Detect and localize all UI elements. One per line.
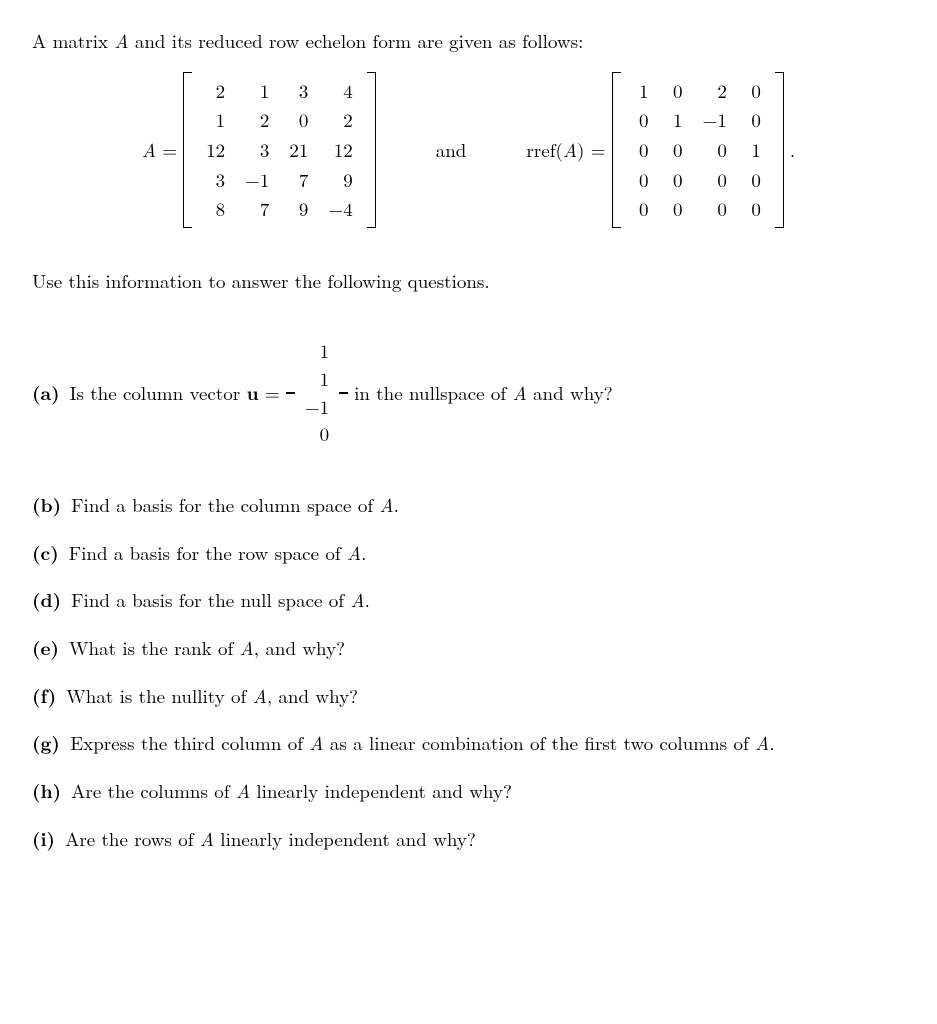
matrix-cell: 4 — [318, 76, 362, 106]
and-word: and — [436, 137, 467, 163]
matrix-cell: 1 — [625, 76, 659, 106]
intro-text: A matrix A and its reduced row echelon f… — [32, 28, 905, 54]
matrix-cell: 2 — [196, 76, 235, 106]
matrix-cell: 0 — [659, 194, 693, 224]
matrix-cell: 0 — [625, 165, 659, 195]
matrix-cell: 1 — [235, 76, 279, 106]
matrix-A-block: A = 2134120212321123−179879−4 — [142, 72, 376, 228]
question-a: (a) Is the column vector u = 11−10 in th… — [32, 333, 905, 452]
matrix-cell: −1 — [299, 393, 335, 421]
matrix-cell: 12 — [318, 135, 362, 165]
q-g-text: Express the third column of A as a linea… — [70, 729, 774, 756]
q-a-pre: Is the column vector u = — [70, 380, 280, 406]
q-label-b: (b) — [32, 492, 61, 518]
question-b: (b) Find a basis for the column space of… — [32, 492, 905, 518]
question-e: (e) What is the rank of A, and why? — [32, 635, 905, 661]
matrix-rref: 102001−10000100000000 — [612, 72, 784, 228]
matrix-cell: 2 — [235, 105, 279, 135]
matrix-cell: 0 — [625, 194, 659, 224]
rref-equals: rref(A) = — [526, 137, 605, 163]
matrix-cell: −1 — [693, 105, 737, 135]
matrix-cell: 0 — [659, 76, 693, 106]
matrix-cell: 0 — [279, 105, 318, 135]
matrix-cell: 0 — [625, 135, 659, 165]
vector-u: 11−10 — [286, 333, 348, 452]
matrix-cell: 0 — [737, 194, 771, 224]
matrix-cell: 1 — [659, 105, 693, 135]
matrix-cell: 9 — [279, 194, 318, 224]
matrix-cell: 0 — [693, 165, 737, 195]
q-h-text: Are the columns of A linearly independen… — [71, 778, 512, 804]
q-d-text: Find a basis for the null space of A. — [71, 587, 370, 613]
matrix-cell: −4 — [318, 194, 362, 224]
q-label-f: (f) — [32, 683, 56, 709]
matrix-cell: 0 — [299, 420, 335, 448]
q-label-a: (a) — [32, 380, 60, 406]
q-c-text: Find a basis for the row space of A. — [69, 540, 367, 566]
question-g: (g) Express the third column of A as a l… — [32, 730, 905, 756]
matrix-cell: 0 — [737, 165, 771, 195]
matrix-cell: 0 — [625, 105, 659, 135]
matrix-cell: 0 — [659, 135, 693, 165]
matrix-cell: −1 — [235, 165, 279, 195]
matrix-cell: 1 — [196, 105, 235, 135]
matrix-cell: 3 — [196, 165, 235, 195]
q-b-text: Find a basis for the column space of A. — [71, 492, 399, 518]
q-label-g: (g) — [32, 728, 60, 756]
matrix-cell: 0 — [659, 165, 693, 195]
matrix-cell: 1 — [737, 135, 771, 165]
matrix-cell: 2 — [318, 105, 362, 135]
question-list: (a) Is the column vector u = 11−10 in th… — [32, 333, 905, 851]
q-i-text: Are the rows of A linearly independent a… — [65, 826, 476, 852]
A-equals: A = — [142, 137, 177, 163]
matrix-cell: 8 — [196, 194, 235, 224]
use-info-line: Use this information to answer the follo… — [32, 268, 905, 294]
q-label-d: (d) — [32, 587, 61, 613]
q-label-e: (e) — [32, 635, 59, 661]
matrix-cell: 1 — [299, 365, 335, 393]
q-f-text: What is the nullity of A, and why? — [66, 683, 358, 709]
q-label-i: (i) — [32, 826, 55, 852]
equation-row: A = 2134120212321123−179879−4 and rref(A… — [32, 72, 905, 228]
q-label-h: (h) — [32, 778, 61, 804]
q-label-c: (c) — [32, 540, 59, 566]
matrix-cell: 1 — [299, 337, 335, 365]
matrix-cell: 2 — [693, 76, 737, 106]
matrix-cell: 7 — [279, 165, 318, 195]
matrix-cell: 7 — [235, 194, 279, 224]
matrix-cell: 0 — [737, 105, 771, 135]
matrix-cell: 0 — [693, 135, 737, 165]
matrix-cell: 3 — [279, 76, 318, 106]
question-f: (f) What is the nullity of A, and why? — [32, 683, 905, 709]
question-d: (d) Find a basis for the null space of A… — [32, 587, 905, 613]
matrix-cell: 0 — [737, 76, 771, 106]
question-h: (h) Are the columns of A linearly indepe… — [32, 778, 905, 804]
question-i: (i) Are the rows of A linearly independe… — [32, 826, 905, 852]
matrix-cell: 9 — [318, 165, 362, 195]
matrix-cell: 3 — [235, 135, 279, 165]
matrix-cell: 0 — [693, 194, 737, 224]
q-a-post: in the nullspace of A and why? — [354, 380, 613, 406]
matrix-cell: 12 — [196, 135, 235, 165]
question-c: (c) Find a basis for the row space of A. — [32, 540, 905, 566]
matrix-cell: 21 — [279, 135, 318, 165]
trailing-period: . — [790, 137, 795, 163]
matrix-rref-block: rref(A) = 102001−10000100000000 . — [526, 72, 795, 228]
q-e-text: What is the rank of A, and why? — [69, 635, 345, 661]
matrix-A: 2134120212321123−179879−4 — [183, 72, 376, 228]
